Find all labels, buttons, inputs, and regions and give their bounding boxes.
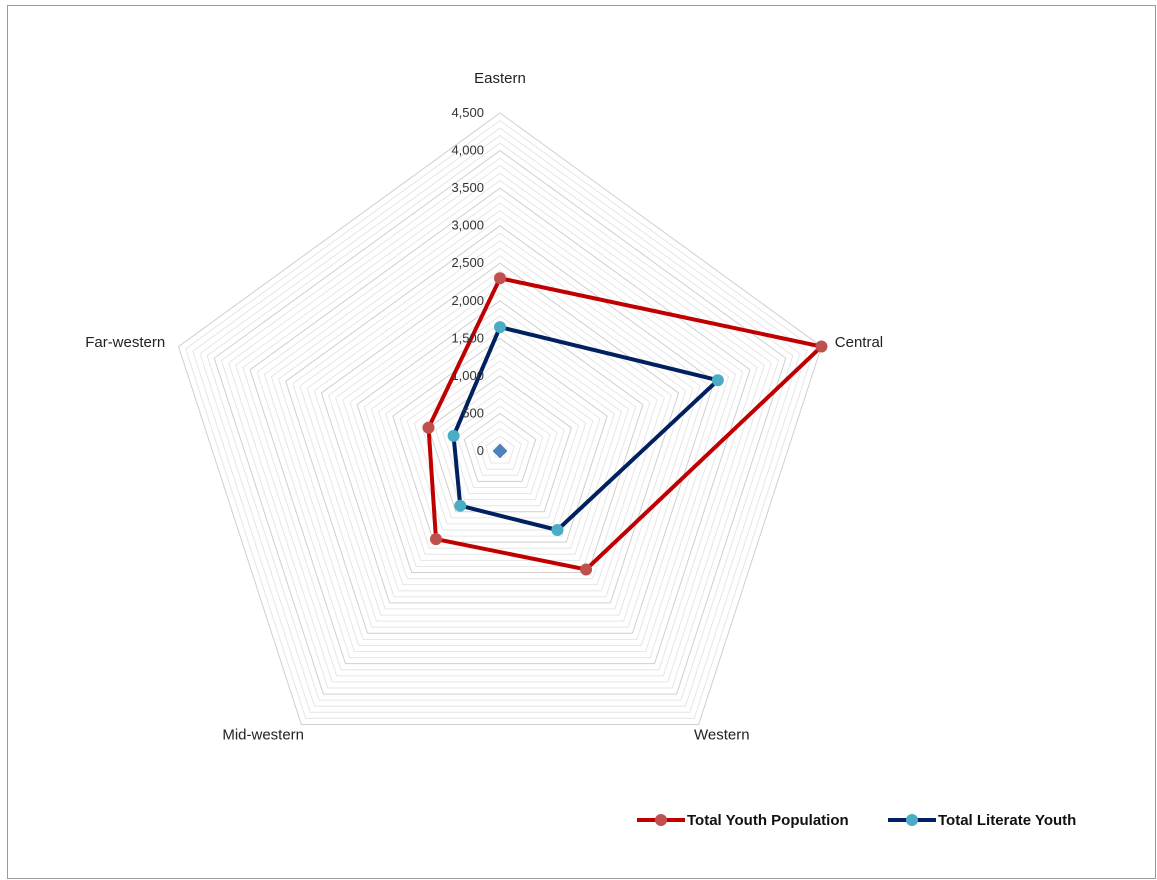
category-label-central: Central [835,334,883,351]
grid-ring [293,233,707,627]
legend-swatch-marker-2 [906,814,918,826]
category-label-eastern: Eastern [474,70,526,87]
data-point-central [815,341,827,353]
series-line-1 [429,278,822,569]
category-label-western: Western [694,727,750,744]
radial-tick-label: 2,000 [451,293,484,308]
radial-tick-label: 500 [462,405,484,420]
legend-label-2: Total Literate Youth [938,812,1076,829]
radial-tick-label: 1,500 [451,330,484,345]
radial-tick-label: 1,000 [451,368,484,383]
radial-tick-label: 2,500 [451,255,484,270]
data-point-mid-western [430,533,442,545]
legend-label-1: Total Youth Population [687,812,849,829]
grid-ring [250,188,750,664]
radial-tick-label: 3,500 [451,180,484,195]
data-point-western [551,524,563,536]
data-point-far-western [423,422,435,434]
radial-tick-label: 3,000 [451,218,484,233]
radial-tick-label: 4,000 [451,143,484,158]
data-point-far-western [448,430,460,442]
legend-swatch-marker-1 [655,814,667,826]
category-label-far-western: Far-western [85,334,165,351]
grid-ring [379,323,622,554]
legend: Total Youth Population Total Literate You… [637,812,1076,829]
grid-ring [214,151,785,695]
data-point-mid-western [454,500,466,512]
radar-grid [179,113,822,724]
data-point-eastern [494,272,506,284]
category-label-mid-western: Mid-western [222,727,304,744]
grid-ring [179,113,822,724]
data-point-eastern [494,321,506,333]
data-point-western [580,563,592,575]
grid-ring [207,143,793,700]
data-point-central [712,374,724,386]
grid-ring [229,166,772,682]
radial-tick-label: 4,500 [451,105,484,120]
radial-tick-label: 0 [477,443,484,458]
grid-ring [193,128,807,712]
